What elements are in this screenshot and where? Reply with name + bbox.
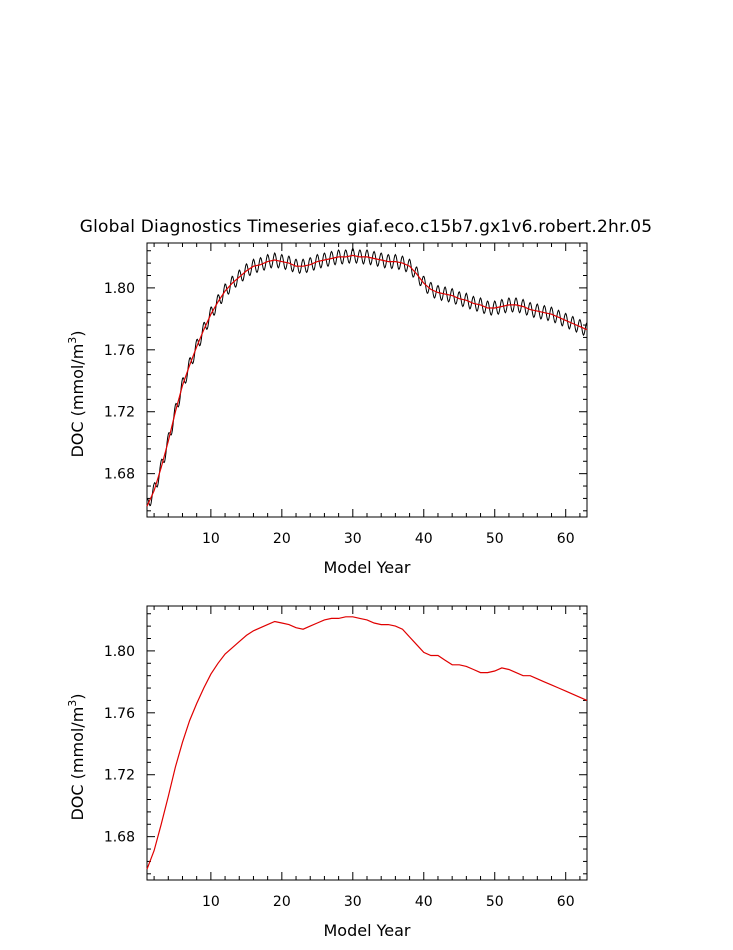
x-tick-label: 10 <box>202 531 220 547</box>
y-tick-label: 1.68 <box>104 467 135 483</box>
top-timeseries-panel: 10 20 30 40 50 60 1.68 1.72 1.76 1.80 Model Year DO… <box>66 242 588 577</box>
x-axis-label: Model Year <box>324 558 411 577</box>
y-tick-label: 1.68 <box>104 830 135 846</box>
y-tick-label: 1.80 <box>104 281 135 297</box>
y-axis-label: DOC (mmol/m3) <box>66 330 87 457</box>
y-tick-label: 1.76 <box>104 343 135 359</box>
bottom-timeseries-panel: 10 20 30 40 50 60 1.68 1.72 1.76 1.80 Model Year DO… <box>66 605 588 940</box>
x-tick-label: 60 <box>557 894 575 910</box>
tick-marks <box>147 243 587 517</box>
x-tick-label: 30 <box>344 531 362 547</box>
y-tick-label: 1.80 <box>104 644 135 660</box>
x-axis-label: Model Year <box>324 921 411 940</box>
x-tick-label: 40 <box>415 894 433 910</box>
x-tick-label: 20 <box>273 531 291 547</box>
x-tick-label: 20 <box>273 894 291 910</box>
x-tick-label: 50 <box>486 531 504 547</box>
y-tick-label: 1.72 <box>104 768 135 784</box>
y-tick-label: 1.76 <box>104 706 135 722</box>
monthly-series-line <box>146 247 588 507</box>
plot-frame <box>146 605 588 881</box>
x-tick-label: 10 <box>202 894 220 910</box>
plot-frame <box>146 242 588 518</box>
x-tick-label: 50 <box>486 894 504 910</box>
annual-mean-series-line <box>146 616 588 870</box>
x-tick-label: 30 <box>344 894 362 910</box>
annual-mean-series-line <box>146 254 588 507</box>
x-tick-label: 40 <box>415 531 433 547</box>
x-tick-label: 60 <box>557 531 575 547</box>
figure-title: Global Diagnostics Timeseries giaf.eco.c… <box>80 217 653 237</box>
tick-marks <box>147 606 587 880</box>
y-tick-label: 1.72 <box>104 405 135 421</box>
y-axis-label: DOC (mmol/m3) <box>66 693 87 820</box>
